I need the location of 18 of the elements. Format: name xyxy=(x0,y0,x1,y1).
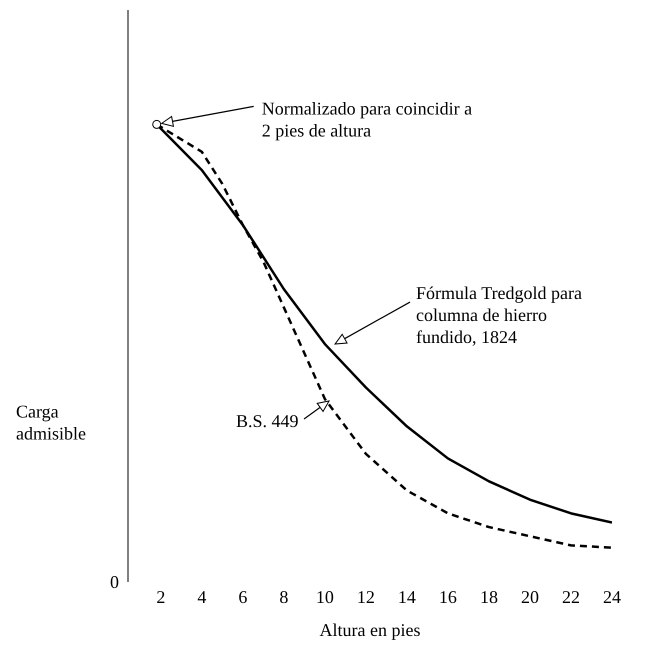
series-label: B.S. 449 xyxy=(236,410,299,431)
annotation: Normalizado para coincidir a 2 pies de altura xyxy=(262,98,472,140)
x-tick-label: 14 xyxy=(398,586,416,607)
legend-label: Fórmula Tredgold para columna de hierro fundido, 1824 xyxy=(416,283,582,348)
x-tick-label: 4 xyxy=(197,586,206,607)
x-tick-label: 24 xyxy=(603,586,621,607)
x-axis-title: Altura en pies xyxy=(320,620,420,640)
x-tick-label: 6 xyxy=(238,586,248,607)
text: 0 xyxy=(110,572,119,592)
x-tick-label: 18 xyxy=(480,586,498,607)
x-tick-label: 16 xyxy=(438,586,457,607)
x-tick-label: 10 xyxy=(316,586,334,607)
x-tick-label: 8 xyxy=(279,586,288,607)
x-tick-label: 20 xyxy=(520,586,539,607)
x-tick-label: 2 xyxy=(156,586,166,607)
y-axis-title: Carga admisible xyxy=(16,401,86,444)
x-tick-label: 22 xyxy=(562,586,580,607)
x-tick-label: 12 xyxy=(356,586,375,607)
